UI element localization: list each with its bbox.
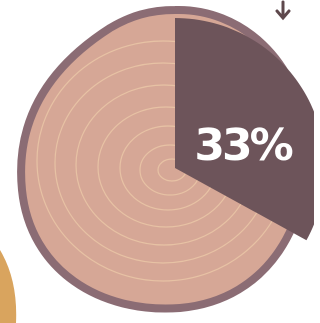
chart: 33% [0, 0, 314, 323]
decor-shape [0, 250, 16, 323]
arrow-icon [277, 2, 289, 18]
value-label: 33% [194, 120, 292, 171]
